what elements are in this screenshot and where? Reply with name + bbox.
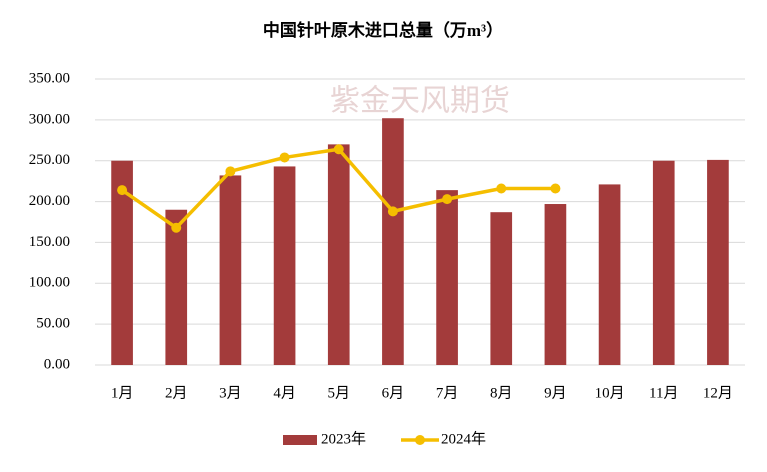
y-tick-label: 50.00 <box>36 316 70 332</box>
y-tick-label: 250.00 <box>29 152 70 168</box>
line-marker <box>171 222 182 233</box>
line-marker <box>550 183 561 194</box>
watermark: 紫金天风期货 <box>330 84 510 119</box>
bar <box>544 204 567 365</box>
line-marker <box>333 144 344 155</box>
line-marker <box>117 185 128 196</box>
x-tick-label: 6月 <box>382 385 405 401</box>
legend-swatch <box>283 435 317 445</box>
line-marker <box>387 206 398 217</box>
x-tick-label: 7月 <box>436 385 459 401</box>
x-tick-label: 5月 <box>327 385 350 401</box>
y-tick-label: 0.00 <box>44 356 70 372</box>
x-tick-label: 11月 <box>649 385 678 401</box>
y-tick-label: 350.00 <box>29 70 70 86</box>
y-tick-label: 150.00 <box>29 234 70 250</box>
bar <box>382 118 404 365</box>
x-tick-label: 1月 <box>111 385 134 401</box>
bar <box>490 212 513 365</box>
x-tick-label: 2月 <box>165 385 188 401</box>
bar <box>598 184 621 365</box>
bar <box>273 166 296 365</box>
x-tick-label: 9月 <box>544 385 567 401</box>
legend-label: 2023年 <box>321 430 366 447</box>
x-tick-label: 8月 <box>490 385 513 401</box>
x-tick-label: 10月 <box>595 385 625 401</box>
x-tick-label: 12月 <box>703 385 733 401</box>
bar <box>165 209 188 365</box>
bar <box>219 175 242 365</box>
bar <box>707 159 729 365</box>
bar <box>652 160 675 365</box>
line-marker <box>442 194 453 205</box>
y-tick-label: 100.00 <box>29 275 70 291</box>
chart-title: 中国针叶原木进口总量（万m³） <box>263 20 503 40</box>
legend-label: 2024年 <box>441 430 486 447</box>
line-marker <box>279 152 290 163</box>
bar <box>111 160 133 365</box>
y-tick-label: 200.00 <box>29 193 70 209</box>
x-tick-label: 4月 <box>273 385 296 401</box>
x-tick-label: 3月 <box>219 385 242 401</box>
line-marker <box>225 166 236 177</box>
y-tick-label: 300.00 <box>29 111 70 127</box>
bar <box>436 190 458 365</box>
bar <box>327 144 350 365</box>
legend-swatch <box>415 435 425 445</box>
line-marker <box>496 183 507 194</box>
